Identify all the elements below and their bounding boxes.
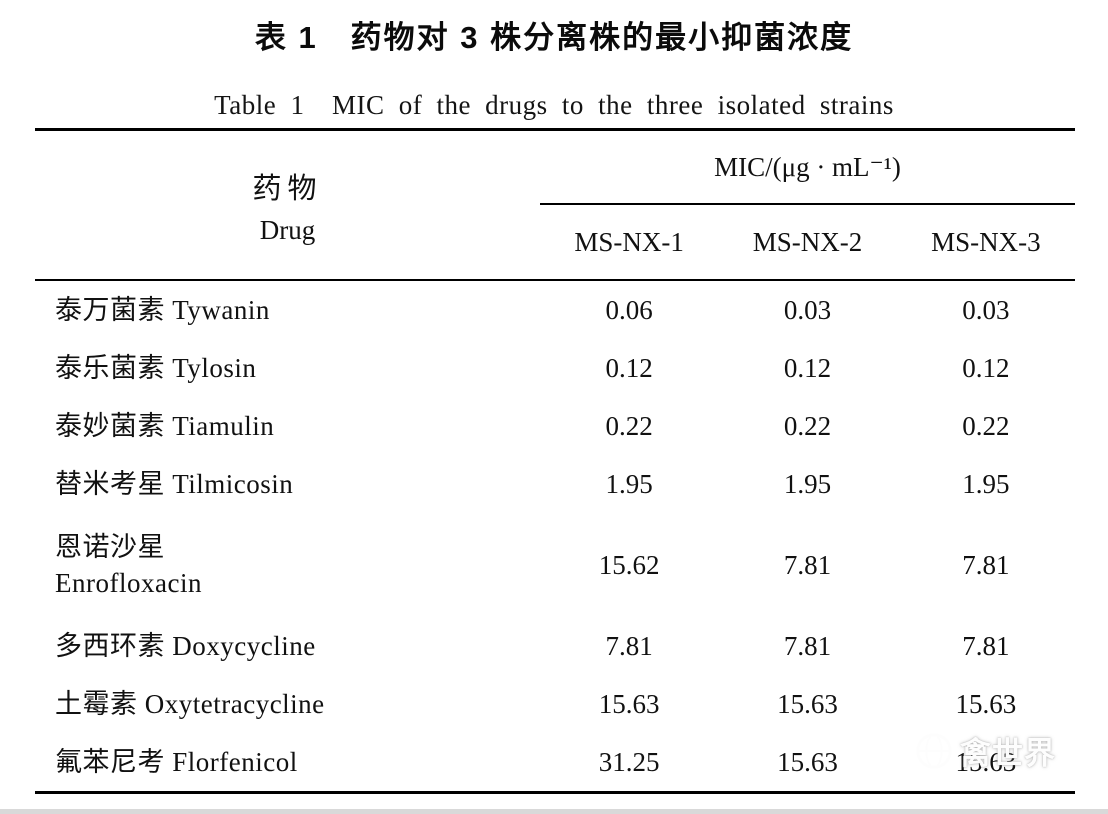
mic-unit-header: MIC/(μg · mL⁻¹) [540, 131, 1075, 205]
mic-table: 药物 Drug MIC/(μg · mL⁻¹) MS-NX-1 MS-NX-2 … [35, 128, 1075, 794]
drug-name: 氟苯尼考 Florfenicol [55, 746, 298, 777]
mic-value: 0.22 [783, 410, 832, 441]
drug-header-chinese: 药物 [252, 172, 323, 205]
drug-name: 多西环素 Doxycycline [55, 630, 316, 661]
mic-value: 1.95 [605, 468, 653, 499]
table-row: 泰万菌素 Tywanin 0.06 0.03 0.03 [35, 281, 1075, 339]
page-bottom-edge [0, 809, 1108, 814]
drug-name: 土霉素 Oxytetracycline [55, 688, 325, 719]
mic-header-group: MIC/(μg · mL⁻¹) MS-NX-1 MS-NX-2 MS-NX-3 [540, 131, 1075, 279]
table-row: 土霉素 Oxytetracycline 15.63 15.63 15.63 [35, 675, 1075, 733]
mic-value: 0.22 [605, 410, 653, 441]
drug-name: 泰妙菌素 Tiamulin [55, 410, 275, 441]
table-header: 药物 Drug MIC/(μg · mL⁻¹) MS-NX-1 MS-NX-2 … [35, 131, 1075, 279]
table-top-rule [35, 128, 1075, 131]
mic-value: 15.63 [777, 746, 838, 777]
column-header-ms-nx-3: MS-NX-3 [931, 226, 1041, 257]
table-row: 泰乐菌素 Tylosin 0.12 0.12 0.12 [35, 339, 1075, 397]
mic-value: 1.95 [962, 468, 1010, 499]
mic-value: 7.81 [962, 549, 1010, 580]
table-title-english: Table 1 MIC of the drugs to the three is… [214, 90, 894, 120]
mic-value: 0.12 [962, 352, 1010, 383]
mic-value: 15.63 [777, 688, 838, 719]
drug-header-english: Drug [259, 214, 316, 245]
mic-value: 7.81 [962, 630, 1010, 661]
mic-value: 31.25 [598, 746, 660, 777]
mic-value: 0.12 [783, 352, 832, 383]
drug-header-cell: 药物 Drug [35, 131, 540, 279]
table-row: 泰妙菌素 Tiamulin 0.22 0.22 0.22 [35, 397, 1075, 455]
mic-value: 7.81 [605, 630, 653, 661]
mic-value: 7.81 [783, 549, 832, 580]
table-row: 恩诺沙星 Enrofloxacin 15.62 7.81 7.81 [35, 513, 1075, 617]
table-title-chinese: 表 1 药物对 3 株分离株的最小抑菌浓度 [254, 20, 854, 55]
table-row: 多西环素 Doxycycline 7.81 7.81 7.81 [35, 617, 1075, 675]
table-row: 替米考星 Tilmicosin 1.95 1.95 1.95 [35, 455, 1075, 513]
mic-value: 0.12 [605, 352, 653, 383]
column-header-ms-nx-2: MS-NX-2 [752, 226, 863, 257]
mic-value: 15.63 [955, 688, 1017, 719]
mic-value: 0.03 [962, 294, 1010, 325]
drug-name: 泰乐菌素 Tylosin [55, 352, 257, 383]
mic-value: 7.81 [783, 630, 832, 661]
header-body-rule [35, 279, 1075, 281]
watermark-globe-icon [916, 732, 952, 769]
table-bottom-rule [35, 791, 1075, 794]
mic-value: 0.03 [783, 294, 832, 325]
drug-name: 恩诺沙星 Enrofloxacin [55, 531, 202, 598]
strain-column-headers: MS-NX-1 MS-NX-2 MS-NX-3 [540, 205, 1075, 279]
mic-value: 15.62 [598, 549, 660, 580]
mic-value: 15.63 [955, 746, 1017, 777]
column-header-ms-nx-1: MS-NX-1 [574, 226, 684, 257]
table-row: 氟苯尼考 Florfenicol 31.25 15.63 15.63 [35, 733, 1075, 791]
mic-value: 0.06 [605, 294, 653, 325]
drug-name: 替米考星 Tilmicosin [55, 468, 294, 499]
mic-value: 1.95 [783, 468, 832, 499]
mic-value: 15.63 [598, 688, 660, 719]
watermark-text: 禽世界 [960, 736, 1056, 771]
mic-value: 0.22 [962, 410, 1010, 441]
drug-name: 泰万菌素 Tywanin [55, 294, 270, 325]
table-body: 泰万菌素 Tywanin 0.06 0.03 0.03 泰乐菌素 Tylosin… [35, 281, 1075, 791]
watermark: 禽世界 [913, 728, 1056, 773]
